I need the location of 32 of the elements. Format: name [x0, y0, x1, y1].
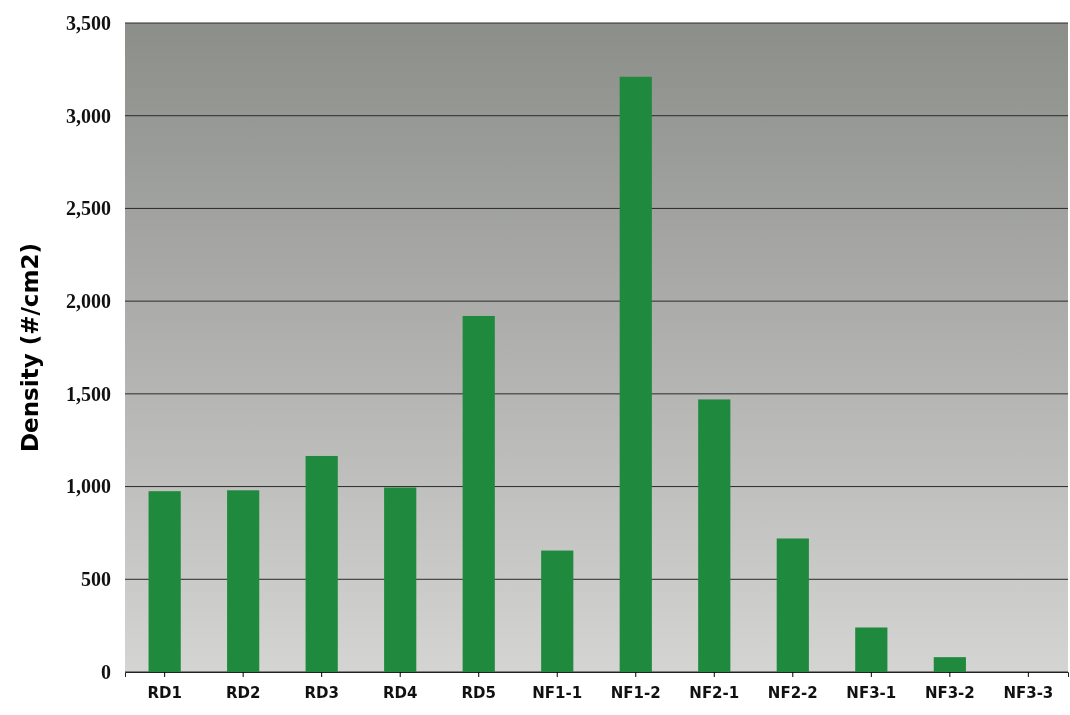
- bar: [305, 455, 338, 672]
- bar: [541, 550, 574, 672]
- bar: [384, 487, 417, 672]
- x-tick-label: RD5: [461, 683, 496, 702]
- bar: [776, 538, 809, 672]
- y-tick-label: 1,500: [66, 382, 111, 405]
- x-tick-label: NF2-2: [767, 683, 818, 702]
- x-tick-label: NF3-3: [1003, 683, 1054, 702]
- x-tick-label: NF2-1: [689, 683, 740, 702]
- y-tick-label: 3,500: [66, 11, 111, 34]
- x-tick-label: NF1-2: [610, 683, 661, 702]
- x-tick-label: RD4: [382, 683, 418, 702]
- y-axis-title: Density (#/cm2): [17, 243, 43, 452]
- y-tick-label: 3,000: [66, 104, 111, 127]
- y-tick-label: 1,000: [66, 475, 111, 498]
- y-tick-label: 2,000: [66, 290, 111, 313]
- x-tick-label: NF3-1: [846, 683, 897, 702]
- x-tick-label: RD3: [304, 683, 339, 702]
- bar: [462, 315, 495, 672]
- bar: [933, 657, 966, 672]
- bar: [148, 491, 181, 672]
- y-tick-label: 500: [81, 568, 111, 591]
- x-tick-label: RD2: [225, 683, 261, 702]
- bar: [855, 627, 888, 672]
- bar: [698, 399, 731, 672]
- y-tick-label: 2,500: [66, 197, 111, 220]
- x-tick-label: NF3-2: [924, 683, 975, 702]
- x-tick-label: NF1-1: [532, 683, 583, 702]
- bar: [619, 76, 652, 672]
- bar: [227, 490, 260, 672]
- x-tick-label: RD1: [147, 683, 182, 702]
- y-tick-label: 0: [101, 660, 111, 683]
